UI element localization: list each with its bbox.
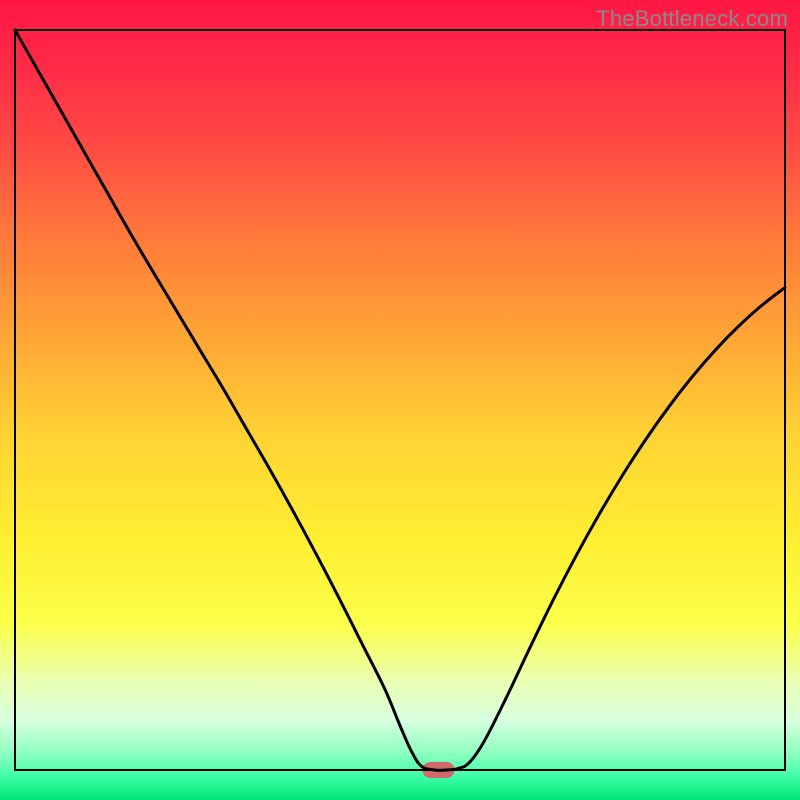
watermark-text: TheBottleneck.com [596,6,788,32]
chart-plot [0,0,800,800]
bottleneck-curve [15,30,785,770]
chart-frame [15,30,785,770]
chart-container: TheBottleneck.com [0,0,800,800]
